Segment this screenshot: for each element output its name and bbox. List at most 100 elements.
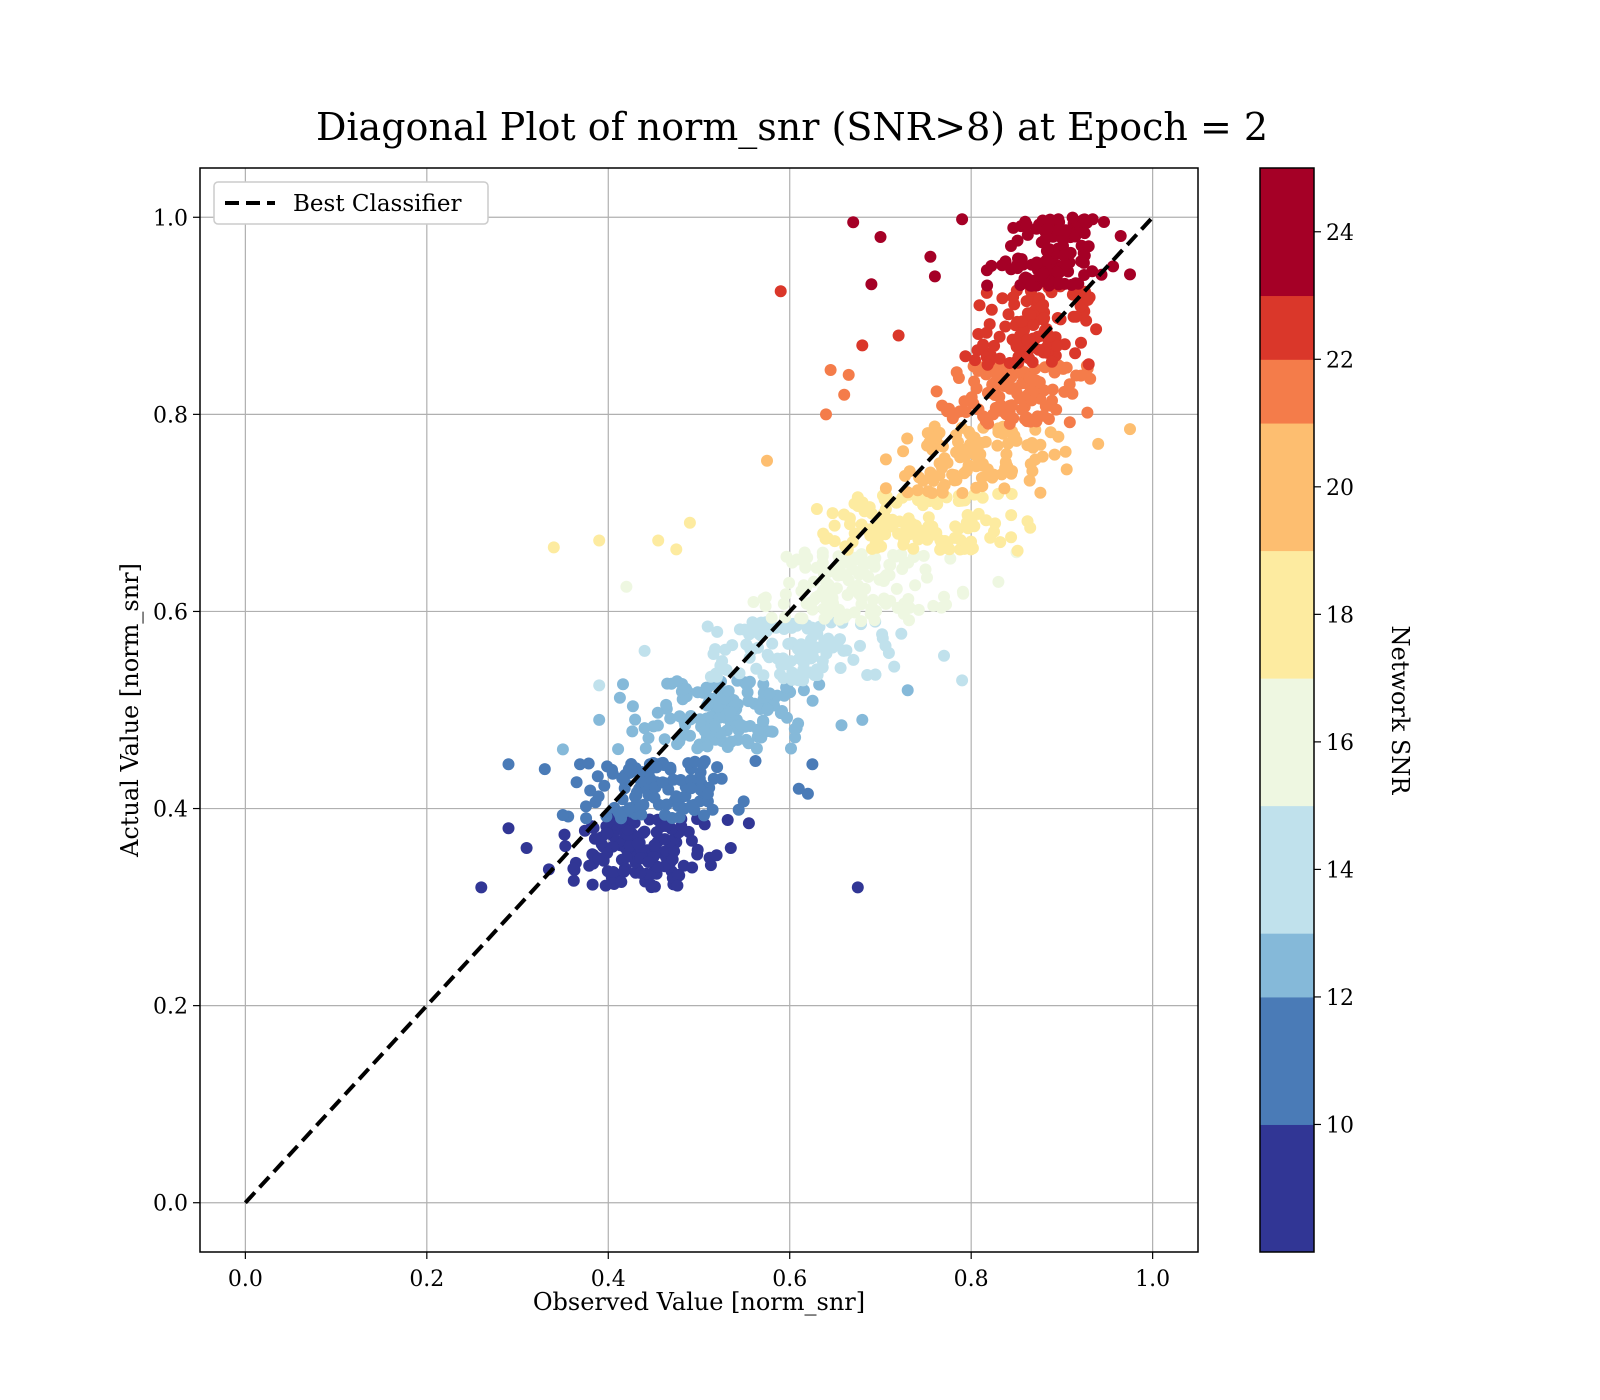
scatter-point xyxy=(900,523,913,535)
scatter-point xyxy=(797,684,810,697)
scatter-point xyxy=(956,444,969,457)
scatter-point xyxy=(502,822,515,835)
scatter-point xyxy=(1005,509,1018,522)
scatter-point xyxy=(824,364,837,376)
scatter-point xyxy=(782,637,795,650)
scatter-point xyxy=(626,700,639,713)
x-tick-label: 0.2 xyxy=(409,1267,444,1292)
scatter-point xyxy=(648,791,661,804)
scatter-point xyxy=(956,674,969,687)
scatter-point xyxy=(580,800,592,813)
scatter-point xyxy=(979,435,992,448)
scatter-point xyxy=(763,687,776,700)
scatter-point xyxy=(570,776,583,789)
scatter-point xyxy=(928,270,941,283)
scatter-point xyxy=(895,627,908,640)
scatter-point xyxy=(877,518,890,531)
scatter-point xyxy=(980,514,993,527)
scatter-point xyxy=(612,743,625,756)
scatter-point xyxy=(888,660,901,673)
scatter-point xyxy=(848,606,861,619)
scatter-point xyxy=(783,576,796,589)
scatter-point xyxy=(1048,448,1061,461)
scatter-point xyxy=(601,846,614,859)
scatter-point xyxy=(785,742,797,755)
y-tick-label: 1.0 xyxy=(153,206,188,231)
x-axis-label: Observed Value [norm_snr] xyxy=(533,1288,865,1316)
scatter-point xyxy=(580,812,593,825)
scatter-point xyxy=(1051,340,1063,352)
scatter-point xyxy=(1075,336,1087,349)
scatter-point xyxy=(593,713,606,726)
colorbar-ticks: 10 12 14 16 18 20 22 24 xyxy=(1314,221,1354,1138)
scatter-point xyxy=(917,549,930,562)
colorbar: 10 12 14 16 18 20 22 24 Network SNR xyxy=(1259,167,1414,1253)
scatter-point xyxy=(930,385,943,398)
scatter-point xyxy=(617,865,630,878)
scatter-point xyxy=(816,556,829,569)
legend: Best Classifier xyxy=(213,181,489,225)
scatter-point xyxy=(1026,374,1039,387)
scatter-point xyxy=(958,395,971,408)
scatter-point xyxy=(1019,271,1032,284)
scatter-point xyxy=(986,378,999,391)
scatter-point xyxy=(638,644,651,657)
scatter-point xyxy=(615,876,628,888)
scatter-point xyxy=(738,623,751,636)
scatter-point xyxy=(707,772,720,785)
colorbar-bins xyxy=(1260,168,1314,1253)
scatter-point xyxy=(1070,369,1083,382)
y-tick-label: 0.8 xyxy=(153,403,188,428)
scatter-point xyxy=(917,474,929,487)
scatter-point xyxy=(1040,254,1053,267)
scatter-point xyxy=(879,639,892,652)
y-tick-label: 0.4 xyxy=(153,798,188,823)
scatter-point xyxy=(777,597,790,610)
y-tick-label: 0.2 xyxy=(153,995,188,1020)
scatter-point xyxy=(1036,450,1049,463)
scatter-point xyxy=(897,538,910,551)
scatter-point xyxy=(851,491,864,504)
scatter-point xyxy=(691,742,704,755)
scatter-point xyxy=(1007,430,1020,443)
scatter-point xyxy=(1051,266,1064,279)
colorbar-tick-label: 10 xyxy=(1326,1113,1354,1138)
scatter-point xyxy=(977,338,990,351)
scatter-point xyxy=(591,770,604,783)
scatter-point xyxy=(583,859,596,872)
scatter-point xyxy=(740,638,753,651)
scatter-point xyxy=(1015,315,1028,328)
scatter-point xyxy=(592,790,605,803)
scatter-point xyxy=(701,620,714,633)
scatter-point xyxy=(556,809,569,821)
scatter-point xyxy=(1037,267,1050,280)
scatter-points xyxy=(475,211,1136,894)
scatter-point xyxy=(828,519,841,532)
scatter-point xyxy=(897,445,910,458)
scatter-point xyxy=(1009,382,1022,395)
scatter-point xyxy=(954,534,967,546)
scatter-point xyxy=(1003,399,1016,412)
scatter-point xyxy=(796,612,809,625)
colorbar-tick-label: 20 xyxy=(1326,476,1354,501)
scatter-point xyxy=(970,460,983,473)
x-tick-label: 0.0 xyxy=(228,1267,263,1292)
scatter-point xyxy=(988,339,1001,352)
scatter-point xyxy=(686,861,699,874)
scatter-point xyxy=(670,543,683,556)
scatter-point xyxy=(567,862,580,875)
scatter-point xyxy=(613,691,626,704)
scatter-point xyxy=(759,600,772,613)
scatter-point xyxy=(826,507,839,520)
scatter-point xyxy=(761,454,773,467)
scatter-point xyxy=(992,426,1005,439)
scatter-point xyxy=(816,655,829,667)
scatter-point xyxy=(887,549,900,561)
scatter-point xyxy=(806,758,819,771)
scatter-point xyxy=(647,720,660,733)
scatter-point xyxy=(1020,295,1033,308)
scatter-point xyxy=(993,330,1006,343)
scatter-point xyxy=(821,581,834,594)
scatter-point xyxy=(721,814,734,826)
scatter-point xyxy=(856,339,869,352)
